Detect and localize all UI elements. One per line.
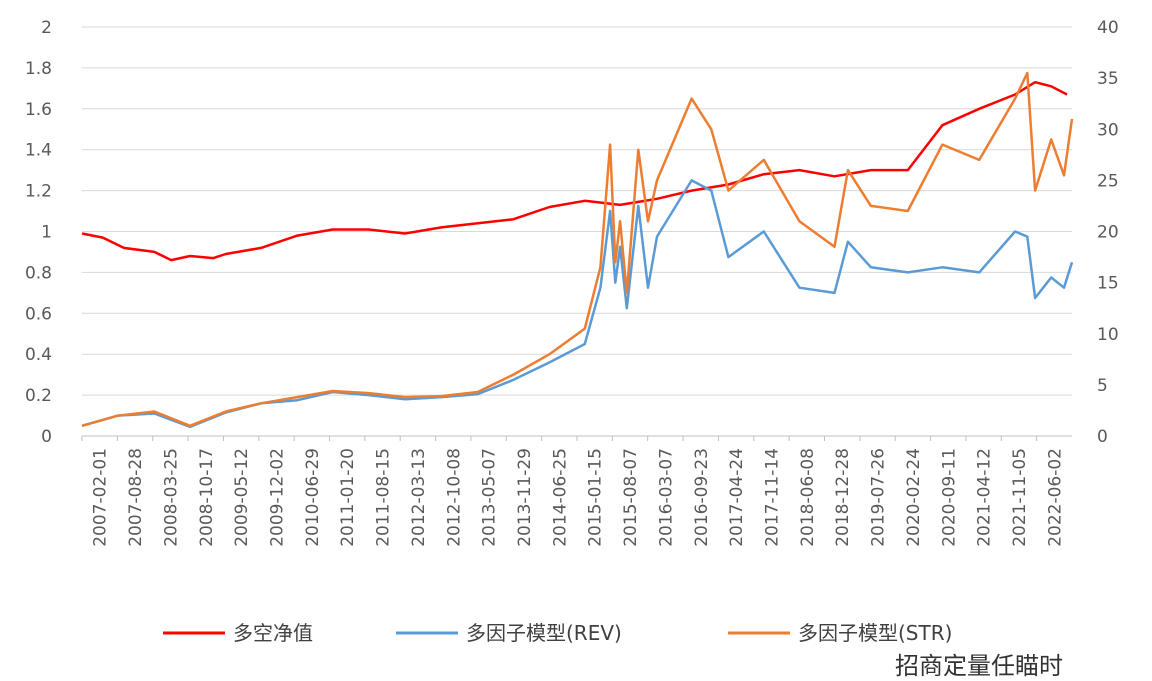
x-tick-label: 2017-11-14 xyxy=(762,448,782,547)
y-left-tick-label: 1 xyxy=(41,223,52,243)
x-tick-label: 2013-05-07 xyxy=(480,448,500,547)
series-line-3 xyxy=(81,71,1074,428)
y-right-tick-label: 15 xyxy=(1097,274,1119,294)
x-tick-label: 2016-03-07 xyxy=(656,448,676,547)
x-tick-label: 2014-06-25 xyxy=(550,448,570,547)
x-tick-label: 2019-07-26 xyxy=(869,448,889,547)
x-tick-label: 2013-11-29 xyxy=(515,448,535,547)
x-tick-label: 2007-02-01 xyxy=(91,448,111,547)
x-tick-label: 2018-06-08 xyxy=(798,448,818,547)
y-left-tick-label: 0 xyxy=(41,427,52,447)
x-tick-label: 2012-03-13 xyxy=(409,448,429,547)
x-tick-label: 2016-09-23 xyxy=(692,448,712,547)
y-right-tick-label: 0 xyxy=(1097,427,1108,447)
series-line-2 xyxy=(81,179,1074,429)
x-tick-label: 2009-12-02 xyxy=(267,448,287,547)
y-right-tick-label: 20 xyxy=(1097,223,1119,243)
x-tick-label: 2010-06-29 xyxy=(303,448,323,547)
watermark: 招商定量任瞄时 xyxy=(895,652,1063,680)
series-line-1 xyxy=(81,80,1068,262)
legend-label: 多因子模型(REV) xyxy=(466,621,622,645)
y-right-axis: 0 5 10 15 20 25 30 35 40 xyxy=(1097,18,1119,447)
x-tick-label: 2011-08-15 xyxy=(374,448,394,547)
x-tick-label: 2009-05-12 xyxy=(232,448,252,547)
x-tick-label: 2015-08-07 xyxy=(621,448,641,547)
y-left-tick-label: 2 xyxy=(41,18,52,38)
x-axis: 2007-02-01 2007-08-28 2008-03-25 2008-10-17… xyxy=(81,436,1065,547)
x-tick-label: 2020-09-11 xyxy=(939,448,959,547)
x-tick-label: 2017-04-24 xyxy=(727,448,747,547)
x-tick-label: 2008-10-17 xyxy=(197,448,217,547)
x-tick-label: 2018-12-28 xyxy=(833,448,853,547)
y-right-tick-label: 25 xyxy=(1097,171,1119,191)
series-lines xyxy=(81,71,1074,429)
x-tick-label: 2008-03-25 xyxy=(161,448,181,547)
legend-label: 多空净值 xyxy=(233,621,313,645)
y-left-tick-label: 1.6 xyxy=(25,100,52,120)
y-right-tick-label: 30 xyxy=(1097,120,1119,140)
x-tick-label: 2011-01-20 xyxy=(338,448,358,547)
legend: 多空净值 多因子模型(REV) 多因子模型(STR) xyxy=(163,621,952,645)
x-tick-label: 2022-06-02 xyxy=(1045,448,1065,547)
y-right-tick-label: 10 xyxy=(1097,325,1119,345)
y-left-tick-label: 0.2 xyxy=(25,386,52,406)
y-right-tick-label: 35 xyxy=(1097,69,1119,89)
y-left-axis: 0 0.2 0.4 0.6 0.8 1 1.2 1.4 1.6 1.8 2 xyxy=(25,18,52,447)
x-tick-label: 2021-04-12 xyxy=(975,448,995,547)
y-right-tick-label: 40 xyxy=(1097,18,1119,38)
grid-lines xyxy=(82,26,1072,437)
legend-label: 多因子模型(STR) xyxy=(798,621,952,645)
y-left-tick-label: 1.2 xyxy=(25,182,52,202)
y-left-tick-label: 0.8 xyxy=(25,263,52,283)
y-right-tick-label: 5 xyxy=(1097,376,1108,396)
x-tick-label: 2020-02-24 xyxy=(904,448,924,547)
y-left-tick-label: 0.4 xyxy=(25,345,52,365)
x-tick-label: 2021-11-05 xyxy=(1010,448,1030,547)
x-tick-label: 2012-10-08 xyxy=(444,448,464,547)
y-left-tick-label: 1.8 xyxy=(25,59,52,79)
x-tick-label: 2007-08-28 xyxy=(126,448,146,547)
x-tick-label: 2015-01-15 xyxy=(586,448,606,547)
y-left-tick-label: 1.4 xyxy=(25,141,52,161)
y-left-tick-label: 0.6 xyxy=(25,304,52,324)
